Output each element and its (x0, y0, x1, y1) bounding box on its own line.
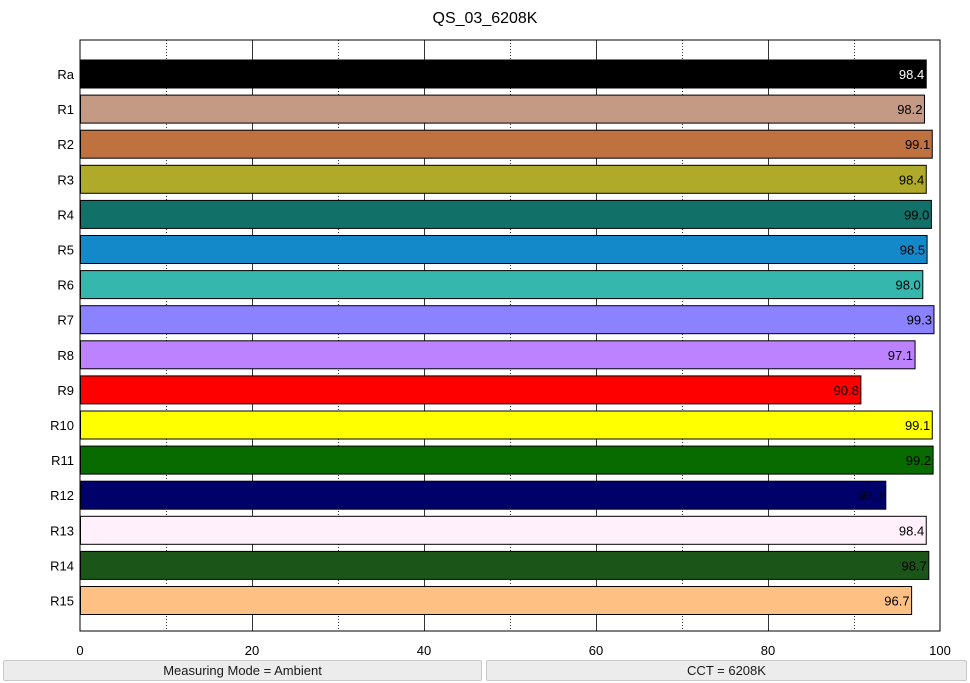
value-label: 99.1 (905, 137, 930, 152)
value-label: 98.2 (897, 102, 922, 117)
bar-r7 (80, 305, 935, 335)
value-label: 93.7 (859, 488, 884, 503)
value-label: 98.4 (899, 67, 924, 82)
x-tick-label: 80 (761, 643, 775, 658)
value-label: 98.4 (899, 172, 924, 187)
value-label: 90.8 (834, 383, 859, 398)
value-label: 99.0 (904, 207, 929, 222)
category-label: R10 (50, 418, 74, 433)
category-label: R2 (57, 137, 74, 152)
category-label: R13 (50, 523, 74, 538)
category-label: Ra (57, 67, 74, 82)
value-label: 98.5 (900, 243, 925, 258)
bar-r3 (80, 164, 927, 194)
status-measuring-mode: Measuring Mode = Ambient (3, 660, 482, 681)
category-labels: Ra R1 R2 R3 R4 R5 R6 R7 R8 R9 R10 R11 R12 R13 R14 R15 (50, 67, 75, 609)
value-label: 99.3 (907, 313, 932, 328)
value-label: 99.1 (905, 418, 930, 433)
value-label: 98.7 (902, 558, 927, 573)
category-label: R3 (57, 172, 74, 187)
bar-r8 (80, 340, 916, 370)
category-label: R15 (50, 594, 74, 609)
bar-r2 (80, 129, 933, 159)
bar-r9 (80, 375, 862, 405)
bar-r12 (80, 480, 887, 510)
x-tick-label: 20 (245, 643, 259, 658)
category-label: R7 (57, 313, 74, 328)
bar-r14 (80, 550, 930, 580)
x-tick-label: 60 (589, 643, 603, 658)
value-label: 97.1 (888, 348, 913, 363)
bar-r4 (80, 199, 932, 229)
value-label: 96.7 (884, 594, 909, 609)
x-tick-label: 100 (929, 643, 951, 658)
category-label: R4 (57, 207, 74, 222)
plot-area-frame (79, 39, 941, 632)
bar-r11 (80, 445, 934, 475)
x-tick-label: 40 (417, 643, 431, 658)
status-cct: CCT = 6208K (486, 660, 967, 681)
category-label: R11 (51, 453, 74, 468)
bar-r10 (80, 410, 933, 440)
value-label: 98.4 (899, 523, 924, 538)
bar-r1 (80, 94, 926, 124)
x-tick-label: 0 (76, 643, 83, 658)
value-label: 98.0 (895, 278, 920, 293)
category-label: R12 (50, 488, 74, 503)
category-label: R6 (57, 278, 74, 293)
bar-r5 (80, 235, 928, 264)
chart-title: QS_03_6208K (433, 10, 538, 27)
category-label: R9 (57, 383, 74, 398)
bar-r13 (80, 515, 927, 545)
category-label: R5 (57, 243, 74, 258)
bars: 98.4 98.2 99.1 98.4 99.0 98.5 98.0 99.3 97.1 90.8… (80, 59, 935, 615)
category-label: R8 (57, 348, 74, 363)
value-label: 99.2 (906, 453, 931, 468)
bar-r15 (80, 586, 913, 615)
bar-ra (80, 59, 927, 89)
category-label: R1 (57, 102, 74, 117)
category-label: R14 (50, 558, 74, 573)
bar-r6 (80, 270, 924, 300)
x-tick-labels: 0 20 40 60 80 100 (76, 643, 950, 658)
